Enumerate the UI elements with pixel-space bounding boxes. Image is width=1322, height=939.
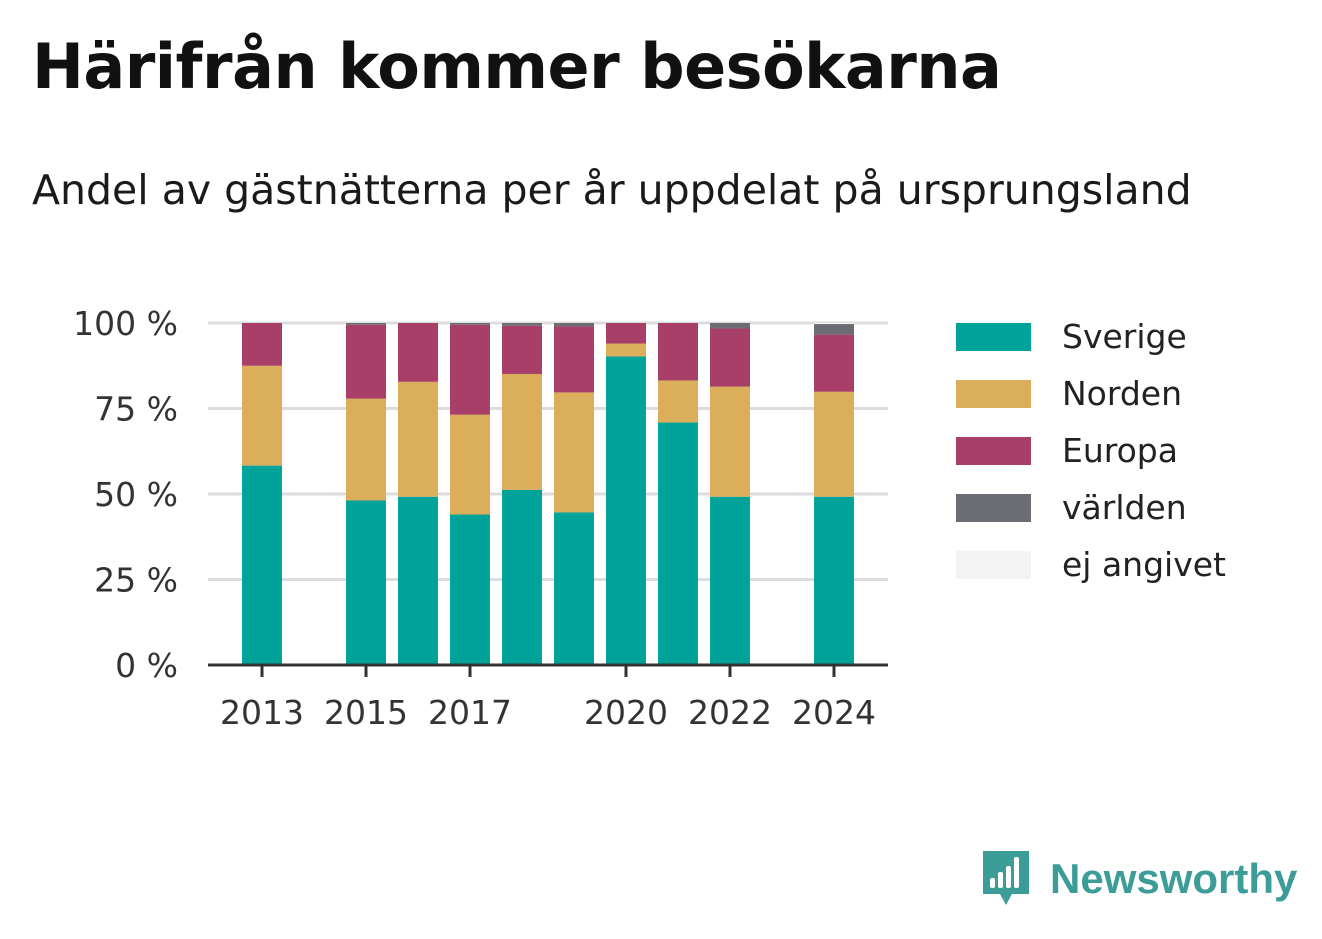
bar-segment-norden-2021 (658, 380, 698, 423)
bar-segment-sverige-2018 (502, 489, 542, 665)
bar-segment-norden-2022 (710, 386, 750, 497)
bar-segment-sverige-2022 (710, 496, 750, 665)
chart-title: Härifrån kommer besökarna (32, 30, 1002, 103)
legend-swatch-norden (956, 379, 1031, 408)
legend: Sverige Norden Europa världen ej angivet (956, 308, 1226, 593)
bar-segment-europa-2016 (398, 323, 438, 382)
axes: 0 % 25 % 50 % 75 % 100 % 2013 2015 2017 2020 2022… (73, 304, 888, 732)
legend-label-ej-angivet: ej angivet (1062, 545, 1226, 584)
legend-item-varlden: världen (956, 479, 1226, 536)
bar-segment-europa-2021 (658, 323, 698, 381)
y-tick-label: 50 % (94, 475, 178, 514)
brand-name: Newsworthy (1050, 855, 1298, 902)
bar-segment-varlden-2019 (554, 323, 594, 327)
bar-segment-europa-2019 (554, 326, 594, 393)
x-tick-label: 2015 (324, 693, 408, 732)
bar-segment-varlden-2015 (346, 323, 386, 325)
x-tick-label: 2024 (792, 693, 876, 732)
x-tick-label: 2022 (688, 693, 772, 732)
legend-item-sverige: Sverige (956, 308, 1226, 365)
bar-segment-europa-2013 (242, 323, 282, 366)
y-tick-label: 100 % (73, 304, 178, 343)
y-tick-label: 75 % (94, 390, 178, 429)
legend-swatch-varlden (956, 493, 1031, 522)
bar-segment-sverige-2015 (346, 500, 386, 665)
bar-segment-norden-2013 (242, 365, 282, 466)
bar-segment-sverige-2020 (606, 356, 646, 665)
bar-segment-ej-angivet-2024 (814, 323, 854, 325)
bar-segment-varlden-2024 (814, 324, 854, 335)
bar-segment-sverige-2024 (814, 496, 854, 665)
legend-label-europa: Europa (1062, 431, 1178, 470)
x-tick-label: 2020 (584, 693, 668, 732)
bar-segment-norden-2015 (346, 398, 386, 501)
legend-item-norden: Norden (956, 365, 1226, 422)
bar-segment-norden-2024 (814, 391, 854, 497)
bars (242, 323, 854, 665)
bar-segment-europa-2020 (606, 323, 646, 344)
y-tick-label: 25 % (94, 561, 178, 600)
legend-item-europa: Europa (956, 422, 1226, 479)
bar-segment-norden-2020 (606, 343, 646, 357)
legend-swatch-ej-angivet (956, 550, 1031, 579)
bar-segment-sverige-2013 (242, 465, 282, 665)
legend-swatch-sverige (956, 322, 1031, 351)
x-tick-label: 2013 (220, 693, 304, 732)
bar-segment-norden-2019 (554, 392, 594, 513)
bar-segment-europa-2022 (710, 328, 750, 387)
bar-segment-europa-2017 (450, 324, 490, 415)
bar-segment-norden-2018 (502, 373, 542, 490)
bar-segment-sverige-2021 (658, 422, 698, 665)
bar-segment-varlden-2018 (502, 323, 542, 326)
bar-segment-varlden-2017 (450, 323, 490, 325)
chart-subtitle: Andel av gästnätterna per år uppdelat på… (32, 166, 1192, 214)
x-tick-label: 2017 (428, 693, 512, 732)
y-tick-label: 0 % (115, 646, 178, 685)
bar-segment-varlden-2022 (710, 323, 750, 329)
legend-swatch-europa (956, 436, 1031, 465)
legend-label-varlden: världen (1062, 488, 1187, 527)
bar-segment-sverige-2017 (450, 514, 490, 665)
bar-segment-europa-2018 (502, 325, 542, 374)
newsworthy-logo: Newsworthy (980, 848, 1297, 910)
gridlines (208, 321, 888, 581)
legend-label-norden: Norden (1062, 374, 1183, 413)
bar-segment-norden-2017 (450, 414, 490, 515)
bar-segment-sverige-2019 (554, 512, 594, 665)
bar-segment-europa-2015 (346, 324, 386, 399)
legend-label-sverige: Sverige (1062, 317, 1187, 356)
bar-segment-norden-2016 (398, 381, 438, 497)
bar-segment-europa-2024 (814, 334, 854, 392)
legend-item-ej-angivet: ej angivet (956, 536, 1226, 593)
bar-segment-sverige-2016 (398, 496, 438, 665)
speech-bubble-bar-chart-icon (983, 851, 1029, 905)
